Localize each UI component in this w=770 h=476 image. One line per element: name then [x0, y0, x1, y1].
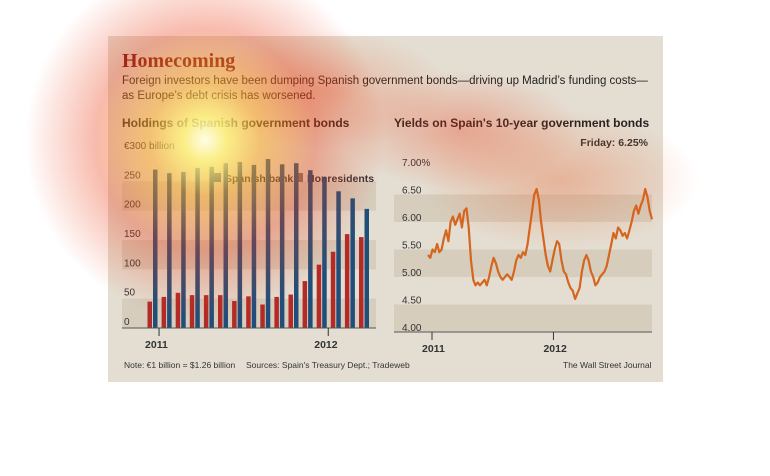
bar-spanish-banks [237, 161, 243, 328]
y-tick-label: 0 [124, 317, 130, 328]
bar-spanish-banks [308, 170, 313, 328]
legend-label: Nonresidents [307, 173, 374, 185]
grid-band [394, 304, 652, 332]
bar-spanish-banks [322, 177, 327, 328]
footnote-sources: Sources: Spain's Treasury Dept.; Tradewe… [246, 360, 410, 370]
bar-nonresidents [175, 292, 181, 328]
bar-spanish-banks [167, 173, 172, 328]
bar-spanish-banks [195, 167, 200, 328]
footnote-conversion: Note: €1 billion = $1.26 billion [124, 360, 236, 370]
bar-spanish-banks [265, 159, 271, 328]
bar-nonresidents [359, 237, 364, 328]
chart-card: Homecoming Foreign investors have been d… [108, 36, 663, 382]
bar-nonresidents [330, 251, 336, 328]
legend-label: Spanish banks [225, 173, 299, 185]
bar-nonresidents [260, 304, 265, 328]
bar-nonresidents [161, 296, 167, 328]
bar-nonresidents [302, 281, 308, 328]
holdings-bar-chart: 0 50 100 150 200 250 €300 billion Spanish banks… [122, 141, 376, 351]
bar-spanish-banks [209, 166, 214, 328]
y-tick-label: 7.00% [402, 158, 430, 169]
y-tick-label: 5.00 [402, 268, 422, 279]
bar-nonresidents [189, 295, 195, 328]
x-tick-label: 2011 [422, 343, 445, 355]
y-tick-label: 6.50 [402, 186, 422, 197]
bar-nonresidents [232, 301, 237, 328]
y-tick-label: 5.50 [402, 241, 422, 252]
bar-spanish-banks [350, 198, 355, 328]
bar-spanish-banks [294, 163, 299, 328]
y-tick-label: 250 [124, 170, 141, 181]
y-tick-label: €300 billion [124, 141, 175, 152]
y-tick-label: 200 [124, 200, 141, 211]
bar-nonresidents [344, 234, 350, 328]
y-tick-label: 4.50 [402, 296, 422, 307]
latest-value-annotation: Friday: 6.25% [580, 137, 648, 149]
bar-nonresidents [218, 295, 223, 328]
x-tick-label: 2012 [314, 339, 338, 351]
left-chart-title: Holdings of Spanish government bonds [122, 116, 350, 130]
bar-spanish-banks [251, 164, 257, 328]
yield-line-chart: 4.004.505.005.506.006.507.00%Friday: 6.2… [394, 137, 654, 355]
bar-nonresidents [288, 294, 293, 328]
bar-nonresidents [316, 264, 322, 328]
bar-nonresidents [246, 296, 251, 328]
bar-spanish-banks [336, 191, 341, 328]
right-chart-title: Yields on Spain's 10-year government bon… [394, 116, 650, 130]
x-tick-label: 2012 [543, 343, 567, 355]
y-tick-label: 150 [124, 229, 141, 240]
bar-spanish-banks [153, 169, 158, 328]
bar-spanish-banks [223, 163, 228, 328]
bar-nonresidents [274, 296, 279, 328]
page-title: Homecoming [122, 50, 236, 72]
bar-nonresidents [203, 295, 209, 328]
y-tick-label: 6.00 [402, 213, 422, 224]
footnote-credit: The Wall Street Journal [563, 360, 652, 370]
page-subtitle: Foreign investors have been dumping Span… [122, 75, 648, 102]
bar-spanish-banks [279, 164, 285, 328]
bar-nonresidents [147, 301, 152, 328]
y-tick-label: 100 [124, 258, 141, 269]
y-tick-label: 50 [124, 288, 136, 299]
bar-spanish-banks [364, 208, 369, 328]
x-tick-label: 2011 [145, 339, 168, 351]
grid-band [394, 194, 652, 222]
bar-spanish-banks [181, 171, 186, 328]
